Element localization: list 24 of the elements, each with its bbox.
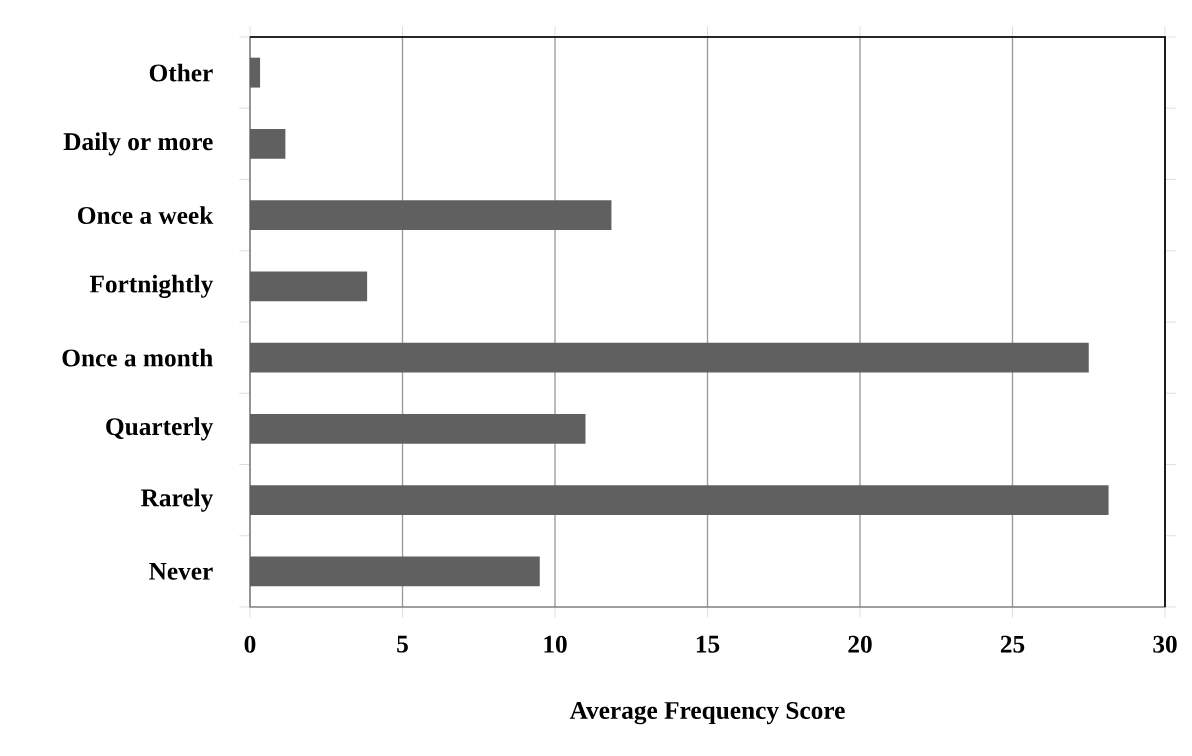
bar (250, 200, 612, 231)
bar (250, 485, 1109, 516)
y-tick-label: Daily or more (63, 132, 213, 156)
x-tick-label: 10 (544, 635, 567, 653)
bar (250, 271, 368, 302)
x-tick-label: 20 (848, 635, 872, 653)
x-tick-label: 0 (244, 635, 256, 653)
y-tick-label: Fortnightly (89, 274, 214, 298)
x-axis-title: Average Frequency Score (569, 701, 845, 725)
bar (250, 128, 286, 159)
bar (250, 342, 1089, 373)
x-tick-label: 5 (397, 635, 408, 653)
y-tick-label: Once a month (62, 348, 213, 367)
bar (250, 57, 261, 88)
y-tick-label: Never (149, 562, 213, 580)
x-tick-label: 25 (1000, 635, 1025, 653)
y-tick-label: Once a week (78, 206, 214, 225)
bar (250, 556, 540, 587)
y-tick-label: Rarely (141, 488, 214, 512)
bar (250, 413, 586, 444)
y-tick-label: Other (149, 63, 213, 82)
y-tick-label: Quarterly (106, 417, 214, 441)
x-tick-label: 30 (1153, 635, 1177, 653)
x-tick-label: 15 (696, 635, 720, 653)
